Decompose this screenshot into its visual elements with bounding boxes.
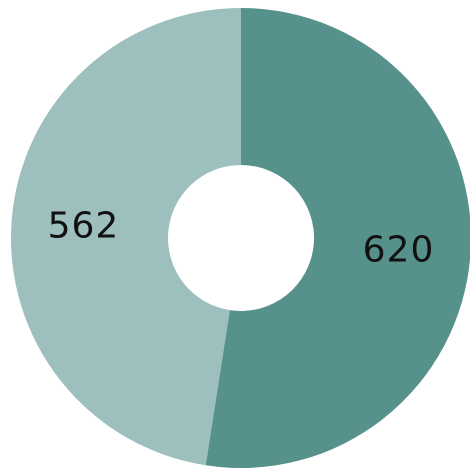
data-label-2: 562	[48, 205, 120, 246]
data-label-1: 620	[363, 230, 435, 271]
donut-slice-1	[205, 8, 470, 468]
donut-slice-2	[11, 8, 242, 466]
donut-data-labels: 620 562	[48, 205, 435, 271]
donut-slices	[11, 8, 470, 468]
